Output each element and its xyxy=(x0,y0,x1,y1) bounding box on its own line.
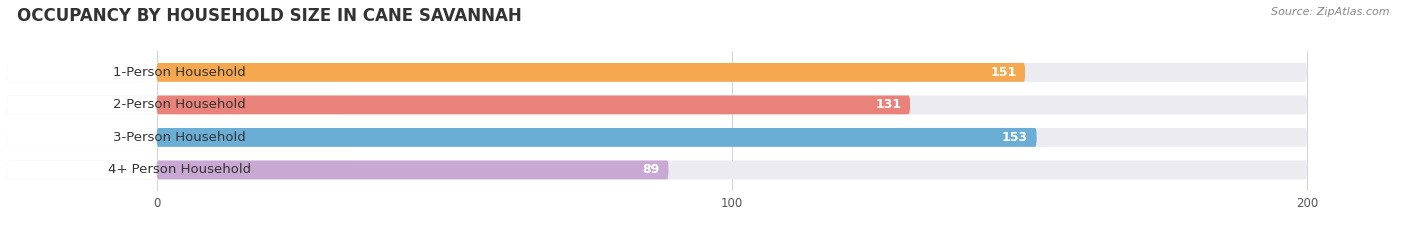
FancyBboxPatch shape xyxy=(7,63,351,82)
FancyBboxPatch shape xyxy=(7,63,1308,82)
FancyBboxPatch shape xyxy=(7,128,351,147)
FancyBboxPatch shape xyxy=(156,161,668,179)
FancyBboxPatch shape xyxy=(7,161,351,179)
Text: 153: 153 xyxy=(1002,131,1028,144)
FancyBboxPatch shape xyxy=(7,96,1308,114)
Text: 89: 89 xyxy=(643,163,659,176)
Text: Source: ZipAtlas.com: Source: ZipAtlas.com xyxy=(1271,7,1389,17)
FancyBboxPatch shape xyxy=(7,161,1308,179)
Text: 1-Person Household: 1-Person Household xyxy=(112,66,246,79)
FancyBboxPatch shape xyxy=(156,96,910,114)
FancyBboxPatch shape xyxy=(156,63,1025,82)
Text: 3-Person Household: 3-Person Household xyxy=(112,131,246,144)
Text: 151: 151 xyxy=(990,66,1017,79)
FancyBboxPatch shape xyxy=(7,128,1308,147)
Text: 2-Person Household: 2-Person Household xyxy=(112,98,246,111)
Text: OCCUPANCY BY HOUSEHOLD SIZE IN CANE SAVANNAH: OCCUPANCY BY HOUSEHOLD SIZE IN CANE SAVA… xyxy=(17,7,522,25)
FancyBboxPatch shape xyxy=(156,128,1036,147)
Text: 131: 131 xyxy=(876,98,901,111)
Text: 4+ Person Household: 4+ Person Household xyxy=(108,163,250,176)
FancyBboxPatch shape xyxy=(7,96,351,114)
